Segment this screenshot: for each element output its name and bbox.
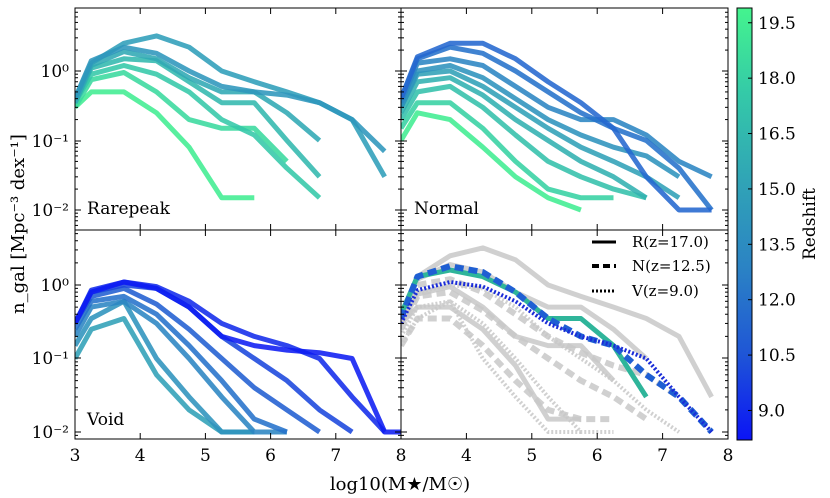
y-tick-label: 10⁰ <box>41 276 70 296</box>
comparison-series-line <box>401 280 714 434</box>
normal-series-line <box>401 100 614 201</box>
x-tick-label: 5 <box>200 446 211 466</box>
normal-ticks <box>400 8 729 230</box>
legend-label-r: R(z=17.0) <box>632 233 709 251</box>
colorbar-ticks: 9.0 10.5 12.0 13.5 15.0 16.5 18.0 19.5 <box>748 14 796 421</box>
void-series-line <box>75 285 321 435</box>
legend: R(z=17.0) N(z=12.5) V(z=9.0) <box>592 233 711 300</box>
comparison-background-line <box>401 299 581 434</box>
void-frame <box>74 229 402 440</box>
void-label: Void <box>86 410 124 430</box>
y-tick-label: 10⁻¹ <box>32 132 69 152</box>
y-tick-label: 10⁻² <box>32 423 69 443</box>
normal-series-line <box>401 83 647 201</box>
void-series-line <box>75 279 401 435</box>
normal-series-line <box>401 56 713 180</box>
comparison-background-line <box>401 289 648 422</box>
y-axis-title: n_gal [Mpc⁻³ dex⁻¹] <box>8 134 29 314</box>
panel-rarepeak: Rarepeak <box>74 7 402 231</box>
normal-label: Normal <box>414 199 479 219</box>
rarepeak-label: Rarepeak <box>87 199 171 219</box>
rarepeak-series-line <box>75 89 255 201</box>
panel-void: Void <box>74 229 402 440</box>
x-tick-label: 6 <box>592 446 603 466</box>
void-series-line <box>75 298 287 435</box>
rarepeak-series-line <box>75 56 322 179</box>
x-tick-label: 7 <box>657 446 668 466</box>
comparison-background-line <box>401 299 614 434</box>
comparison-background-line <box>401 276 681 400</box>
rarepeak-lines <box>75 33 387 201</box>
x-tick-label: 5 <box>526 446 537 466</box>
x-tick-labels: 3 4 4 5 5 6 6 7 7 8 8 <box>70 446 734 466</box>
y-tick-label: 10⁰ <box>41 62 70 82</box>
colorbar-tick-label: 16.5 <box>758 125 796 145</box>
void-series-line <box>75 298 255 435</box>
x-tick-label: 7 <box>330 446 341 466</box>
x-tick-label: 3 <box>70 446 81 466</box>
colorbar-tick-label: 18.0 <box>758 69 796 89</box>
x-tick-label: 8 <box>723 446 734 466</box>
colorbar-tick-label: 9.0 <box>758 401 785 421</box>
legend-label-n: N(z=12.5) <box>632 257 711 275</box>
normal-series-line <box>401 110 582 213</box>
colorbar-tick-label: 15.0 <box>758 180 796 200</box>
rarepeak-series-line <box>75 49 322 143</box>
comparison-lines <box>401 245 714 435</box>
rarepeak-ticks <box>74 8 402 230</box>
rarepeak-series-line <box>75 63 322 200</box>
x-tick-label: 4 <box>135 446 146 466</box>
rarepeak-series-line <box>75 44 387 154</box>
normal-lines <box>401 40 714 213</box>
comparison-ticks <box>400 230 729 439</box>
y-tick-label: 10⁻² <box>32 201 69 221</box>
y-tick-label: 10⁻¹ <box>32 349 69 369</box>
void-lines <box>75 279 401 435</box>
x-axis-title: log10(M★/M☉) <box>330 474 470 495</box>
colorbar-tick-label: 12.0 <box>758 291 796 311</box>
colorbar-tick-label: 19.5 <box>758 14 796 34</box>
comparison-background-line <box>401 283 681 434</box>
y-tick-labels: 10⁻² 10⁻¹ 10⁰ 10⁻² 10⁻¹ 10⁰ <box>32 62 70 443</box>
normal-series-line <box>401 40 712 213</box>
comparison-background-line <box>401 315 614 423</box>
panel-normal: Normal <box>400 7 729 231</box>
rarepeak-series-line <box>75 70 289 164</box>
x-tick-label: 6 <box>265 446 276 466</box>
normal-series-line <box>401 68 681 200</box>
x-tick-label: 4 <box>461 446 472 466</box>
panel-comparison: R(z=17.0) N(z=12.5) V(z=9.0) <box>400 229 729 440</box>
normal-series-line <box>401 44 714 212</box>
legend-label-v: V(z=9.0) <box>631 282 699 300</box>
void-series-line <box>75 293 288 435</box>
x-tick-label: 8 <box>396 446 407 466</box>
colorbar-tick-label: 13.5 <box>758 235 796 255</box>
colorbar-title: Redshift <box>800 188 820 260</box>
colorbar: 9.0 10.5 12.0 13.5 15.0 16.5 18.0 19.5 Redshift <box>736 7 820 441</box>
comparison-background-line <box>401 245 714 399</box>
comparison-frame <box>400 229 729 440</box>
normal-series-line <box>401 75 648 200</box>
colorbar-gradient <box>736 7 753 441</box>
colorbar-tick-label: 10.5 <box>758 346 796 366</box>
void-ticks <box>74 230 402 439</box>
